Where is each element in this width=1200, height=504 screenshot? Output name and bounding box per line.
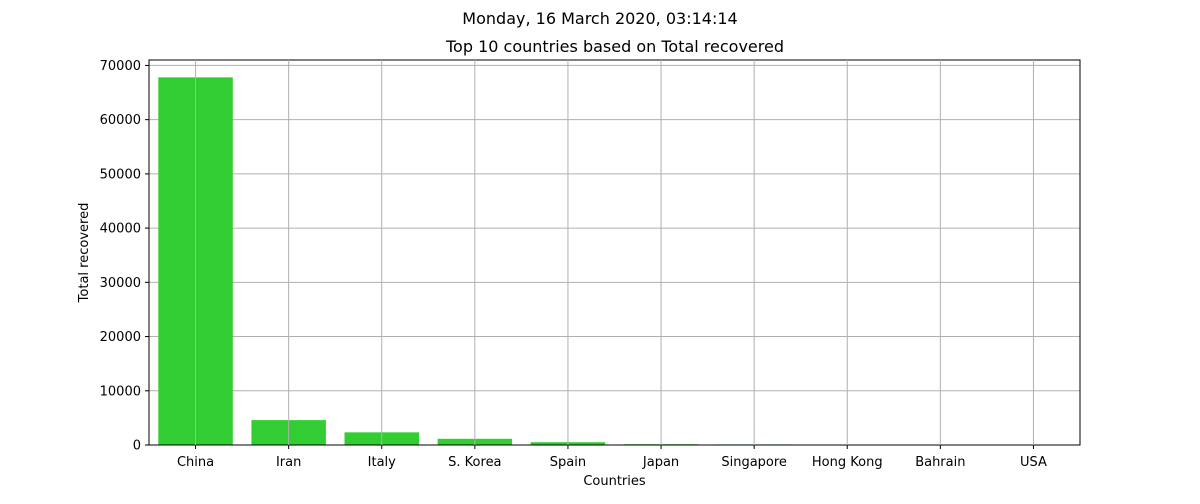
y-tick-label: 10000: [100, 384, 141, 399]
y-axis-ticks: 0 10000 20000 30000 40000 50000 60000 70000: [100, 59, 149, 454]
y-tick-label: 20000: [100, 330, 141, 345]
y-tick-label: 50000: [100, 167, 141, 182]
x-tick-label: Hong Kong: [812, 455, 883, 470]
figure-suptitle: Monday, 16 March 2020, 03:14:14: [462, 9, 737, 28]
y-tick-label: 30000: [100, 276, 141, 291]
y-tick-label: 40000: [100, 222, 141, 237]
x-tick-label: Spain: [550, 455, 586, 470]
x-tick-label: USA: [1020, 455, 1047, 470]
x-axis-ticks: China Iran Italy S. Korea Spain Japan Singapor…: [177, 445, 1047, 470]
chart-title: Top 10 countries based on Total recovere…: [445, 37, 784, 56]
x-tick-label: Bahrain: [915, 455, 965, 470]
y-tick-label: 70000: [100, 59, 141, 74]
y-axis-label: Total recovered: [77, 203, 92, 304]
x-tick-label: Iran: [276, 455, 301, 470]
y-tick-label: 0: [133, 439, 141, 454]
x-tick-label: S. Korea: [448, 455, 501, 470]
x-tick-label: Italy: [368, 455, 397, 470]
x-tick-label: Japan: [642, 455, 679, 470]
y-tick-label: 60000: [100, 113, 141, 128]
x-tick-label: China: [177, 455, 214, 470]
x-tick-label: Singapore: [721, 455, 787, 470]
x-axis-label: Countries: [583, 474, 646, 489]
bars: [158, 77, 1070, 445]
